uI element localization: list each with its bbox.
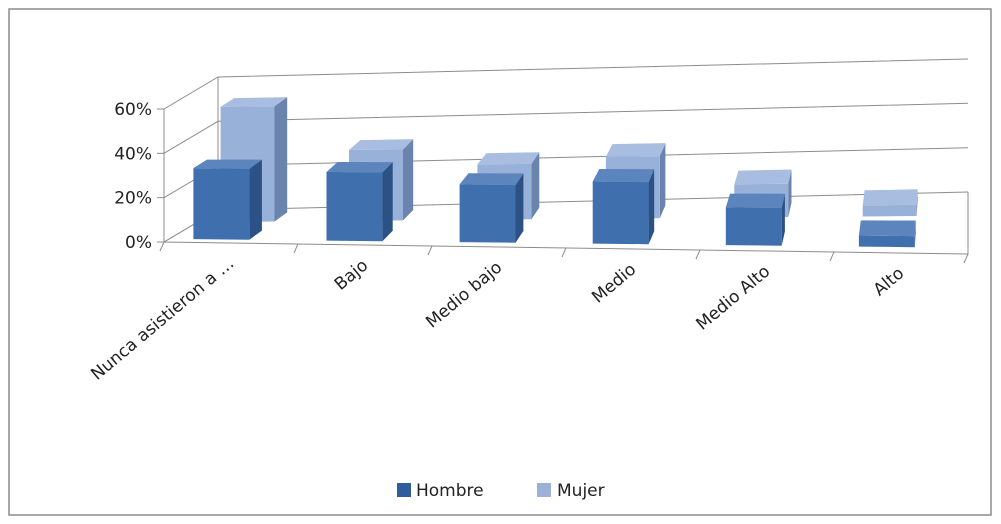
- bar-mujer: [862, 189, 918, 217]
- bar-side: [781, 193, 785, 246]
- bar-side: [914, 220, 916, 248]
- bar-front: [193, 168, 250, 240]
- x-tick-mark: [427, 245, 433, 256]
- bar-top: [862, 189, 918, 206]
- bar-hombre: [193, 159, 262, 240]
- bar-top: [477, 152, 540, 165]
- legend-swatch-hombre: [397, 483, 411, 497]
- bar-top: [459, 173, 524, 186]
- chart-frame: [8, 8, 992, 516]
- y-tick-label: 60%: [114, 100, 152, 120]
- bar-side: [659, 143, 666, 219]
- bar-hombre: [725, 193, 785, 246]
- bar-top: [605, 143, 666, 157]
- x-tick-mark: [829, 251, 835, 262]
- bars: [193, 97, 918, 248]
- bar-top: [326, 162, 393, 173]
- bar-side: [788, 169, 792, 218]
- bar-top: [193, 159, 262, 169]
- bar-front: [725, 207, 782, 246]
- bar-top: [349, 139, 414, 150]
- x-tick-mark: [561, 247, 567, 258]
- bar-top: [734, 169, 792, 185]
- legend-label-hombre: Hombre: [416, 481, 484, 501]
- bar-front: [326, 171, 383, 242]
- bar-side: [249, 159, 262, 240]
- bar-top: [220, 97, 288, 107]
- bar-front: [862, 204, 917, 217]
- x-tick-mark: [293, 243, 299, 254]
- bar-side: [274, 97, 288, 222]
- bar-hombre: [858, 220, 916, 248]
- x-tick-mark: [159, 241, 165, 252]
- bar-front: [858, 235, 915, 248]
- x-tick-mark: [963, 253, 969, 264]
- bar-top: [858, 220, 916, 237]
- bar-side: [382, 162, 393, 242]
- legend: Hombre Mujer: [397, 481, 605, 501]
- y-axis-tick-labels: 0% 20% 40% 60%: [114, 100, 152, 253]
- bar-top: [725, 193, 785, 208]
- bar-side: [531, 152, 540, 220]
- y-tick-label: 0%: [125, 233, 152, 253]
- legend-label-mujer: Mujer: [557, 481, 605, 501]
- axes: [157, 77, 969, 264]
- bar-side: [515, 173, 524, 243]
- bar-side: [648, 169, 655, 245]
- legend-swatch-mujer: [537, 483, 551, 497]
- bar-hombre: [459, 173, 524, 243]
- bar-hombre: [592, 169, 655, 245]
- bar-hombre: [326, 162, 393, 242]
- bar-top: [592, 169, 655, 183]
- bar-side: [916, 189, 918, 216]
- bar-front: [592, 181, 649, 245]
- bar-front: [459, 184, 516, 243]
- bar-side: [403, 139, 414, 221]
- x-tick-mark: [695, 249, 701, 260]
- y-tick-label: 40%: [114, 144, 152, 164]
- y-tick-label: 20%: [114, 189, 152, 209]
